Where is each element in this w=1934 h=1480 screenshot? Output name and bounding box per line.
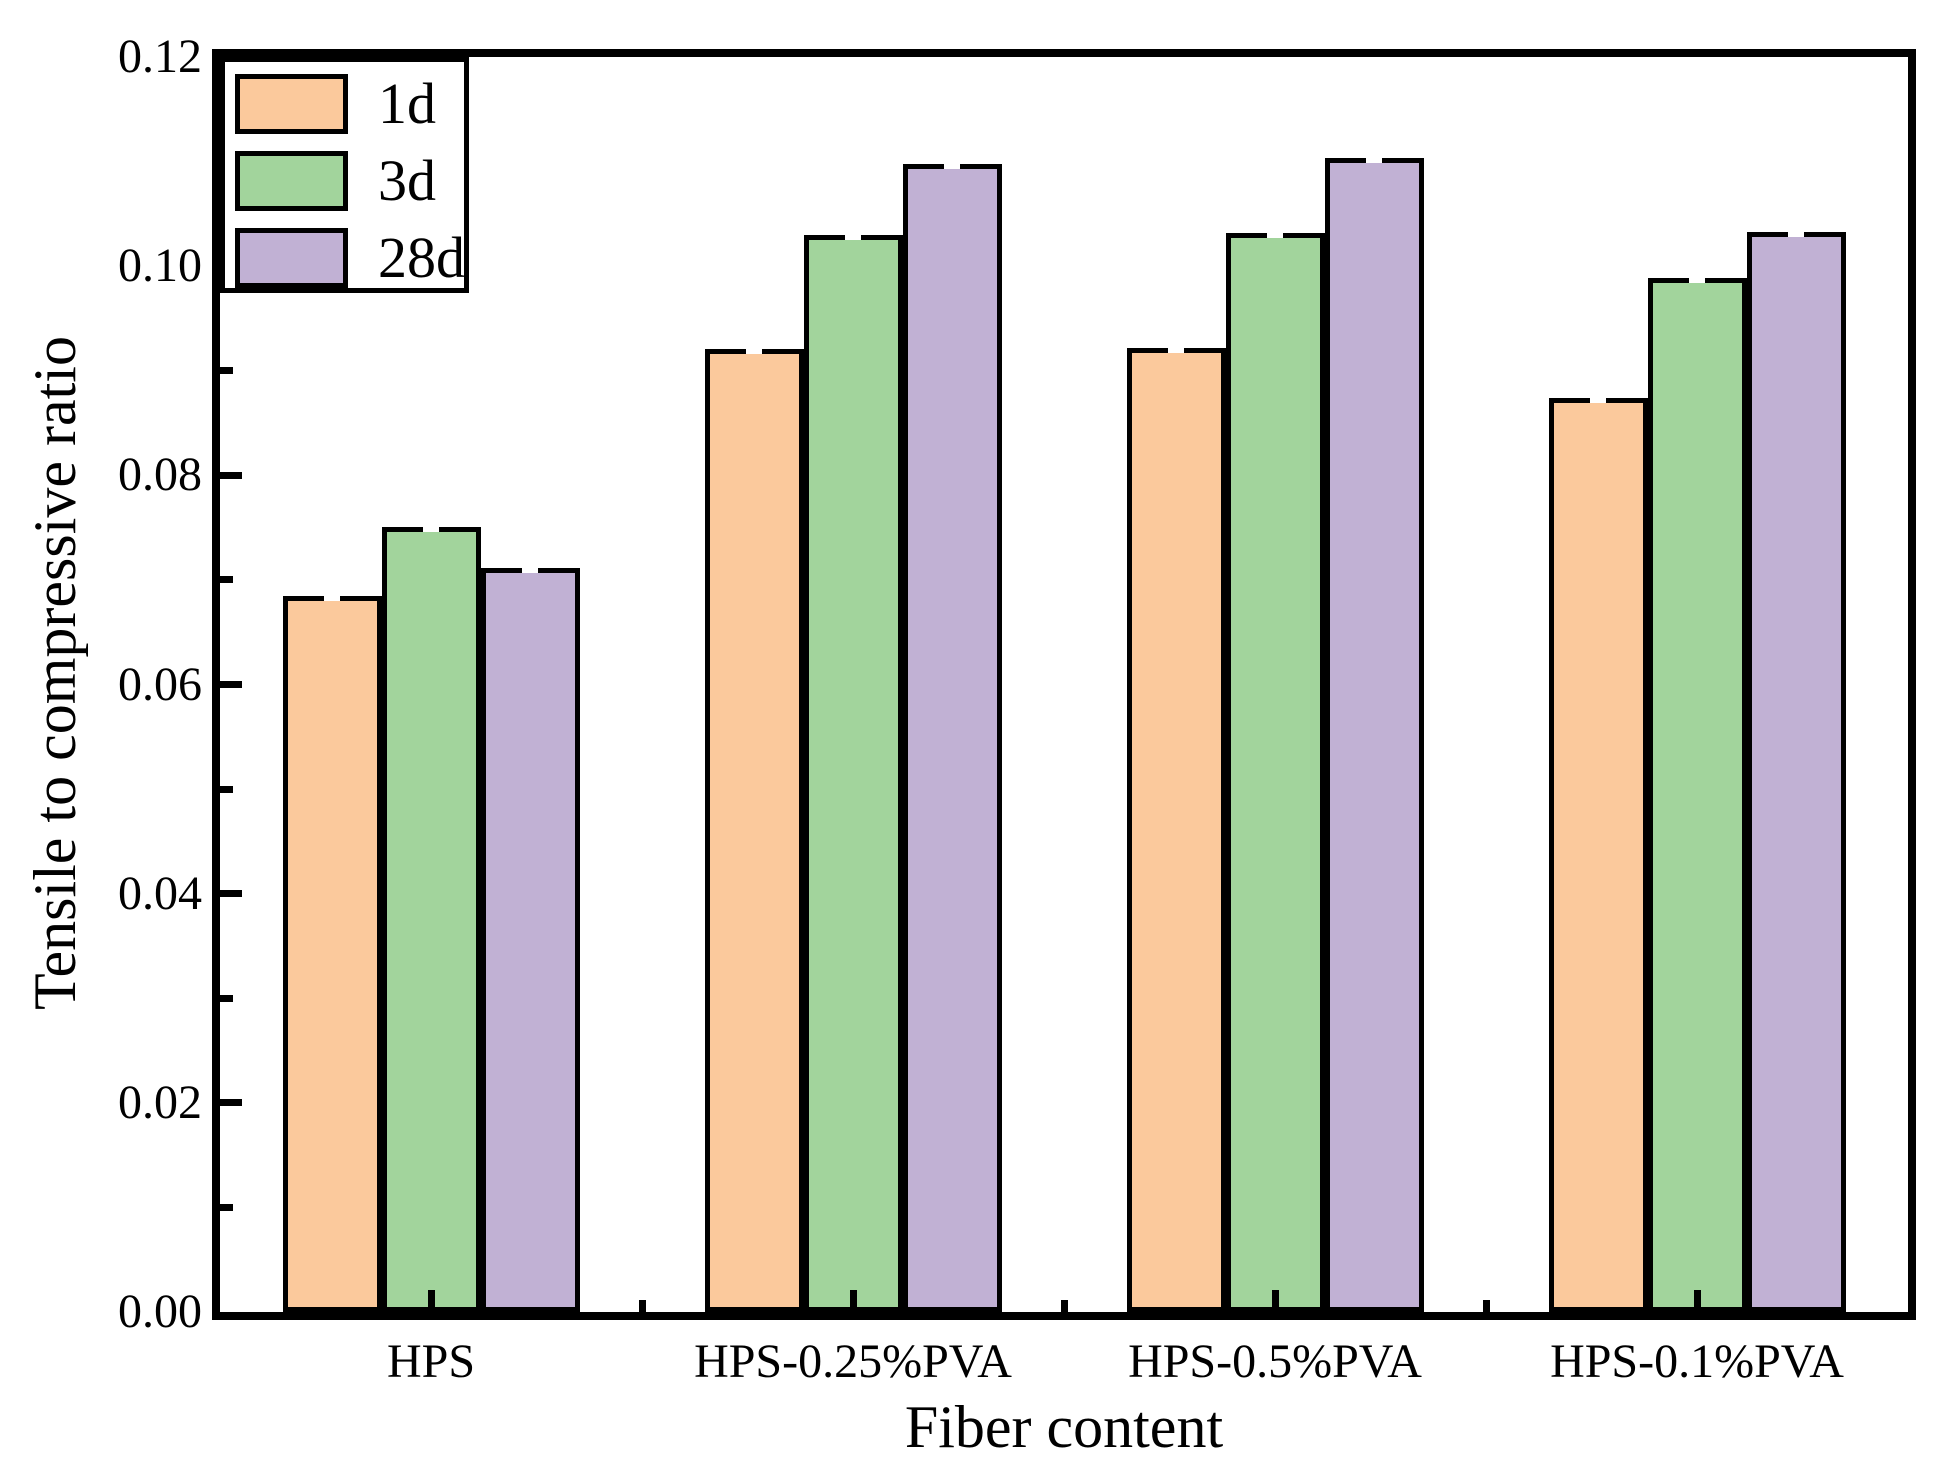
y-axis-major-tick (220, 471, 242, 479)
error-bar-cap (944, 162, 960, 169)
y-tick-label: 0.10 (118, 239, 202, 293)
error-bar-cap (1788, 230, 1804, 237)
bar-1d-HPS-0.5%PVA (1126, 347, 1226, 1312)
bar-28d-HPS-0.1%PVA (1746, 231, 1846, 1312)
legend-label: 1d (378, 71, 436, 136)
x-axis-major-tick (427, 1290, 435, 1312)
bar-3d-HPS-0.5%PVA (1225, 232, 1325, 1312)
error-bar-cap (845, 233, 861, 240)
x-axis-minor-tick (1060, 1300, 1068, 1312)
bar-1d-HPS-0.1%PVA (1548, 397, 1648, 1312)
legend-entry-1d: 1d (235, 74, 464, 134)
x-axis-major-tick (1271, 1290, 1279, 1312)
y-tick-label: 0.12 (118, 30, 202, 83)
error-bar-cap (1168, 346, 1184, 353)
x-category-label: HPS-0.1%PVA (1550, 1335, 1844, 1388)
y-tick-label: 0.08 (118, 448, 202, 502)
y-tick-label: 0.06 (118, 657, 202, 711)
plot-area (220, 53, 1908, 1312)
y-axis-minor-tick (220, 576, 233, 584)
y-axis-minor-tick (220, 1203, 233, 1211)
y-tick-label: 0.02 (118, 1075, 202, 1129)
x-category-label: HPS-0.25%PVA (694, 1335, 1012, 1388)
y-axis-minor-tick (220, 994, 233, 1002)
error-bar-cap (1267, 231, 1283, 238)
y-axis-major-tick (220, 890, 242, 898)
bar-28d-HPS-0.25%PVA (902, 163, 1002, 1312)
bar-28d-HPS-0.5%PVA (1324, 158, 1424, 1312)
x-axis-major-tick (1693, 1290, 1701, 1312)
bar-3d-HPS-0.1%PVA (1647, 277, 1747, 1312)
y-axis-major-tick (220, 1099, 242, 1107)
legend-label: 28d (378, 225, 465, 290)
x-axis-minor-tick (1482, 1300, 1490, 1312)
error-bar-cap (1366, 157, 1382, 164)
x-axis-minor-tick (638, 1300, 646, 1312)
bar-1d-HPS (282, 595, 382, 1312)
x-axis-title: Fiber content (904, 1394, 1224, 1460)
error-bar-cap (1689, 276, 1705, 283)
legend-entry-3d: 3d (235, 151, 464, 211)
y-tick-label: 0.00 (118, 1285, 202, 1338)
legend-swatch-1d (235, 74, 348, 134)
x-axis-major-tick (849, 1290, 857, 1312)
error-bar-cap (522, 567, 538, 574)
error-bar-cap (423, 525, 439, 532)
bar-1d-HPS-0.25%PVA (704, 348, 804, 1312)
error-bar-cap (746, 347, 762, 354)
y-tick-label: 0.04 (118, 866, 202, 920)
legend-label: 3d (378, 148, 436, 213)
legend: 1d 3d 28d (220, 57, 469, 293)
bar-28d-HPS (480, 568, 580, 1312)
bar-3d-HPS (381, 526, 481, 1312)
error-bar-cap (1590, 396, 1606, 403)
legend-swatch-3d (235, 151, 348, 211)
legend-swatch-28d (235, 228, 348, 288)
y-axis-minor-tick (220, 367, 233, 375)
legend-entry-28d: 28d (235, 225, 465, 290)
x-category-label: HPS (386, 1335, 476, 1388)
bar-3d-HPS-0.25%PVA (803, 234, 903, 1312)
x-category-label: HPS-0.5%PVA (1128, 1335, 1422, 1388)
y-axis-minor-tick (220, 785, 233, 793)
y-axis-major-tick (220, 681, 242, 688)
error-bar-cap (324, 594, 340, 601)
